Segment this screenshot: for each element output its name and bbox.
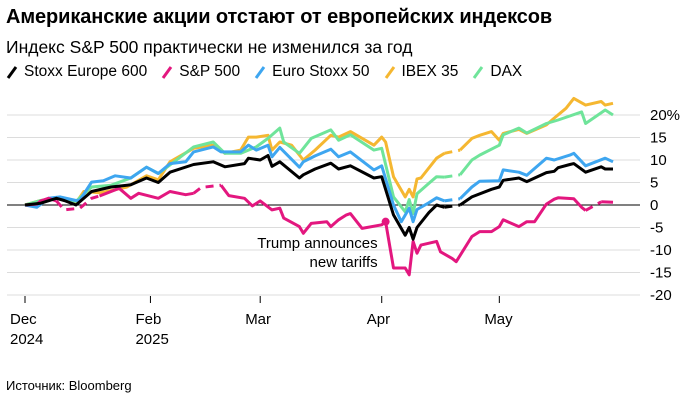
legend-swatch-icon (254, 66, 266, 79)
series-line-s-p-500 (55, 194, 100, 212)
x-tick-label: Feb (135, 311, 161, 328)
legend: Stoxx Europe 600 S&P 500 Euro Stoxx 50 I… (6, 63, 522, 81)
series-line-stoxx-europe-600 (24, 154, 445, 241)
legend-item-ibex35: IBEX 35 (384, 63, 459, 81)
y-tick-label: 0 (650, 197, 658, 214)
series-line-ibex-35 (459, 96, 614, 152)
legend-item-sp500: S&P 500 (161, 63, 240, 81)
series-line-s-p-500 (584, 200, 602, 212)
legend-swatch-icon (162, 66, 173, 79)
series-line-euro-stoxx-50 (444, 197, 461, 203)
x-tick-sublabel: 2024 (10, 331, 43, 348)
legend-label: Stoxx Europe 600 (24, 63, 148, 80)
series-line-s-p-500 (98, 186, 194, 200)
y-tick-label: 20% (650, 107, 680, 124)
series-line-s-p-500 (601, 200, 614, 204)
x-tick-label: Dec (10, 311, 37, 328)
series-line-dax (458, 108, 614, 176)
legend-item-dax: DAX (472, 63, 522, 81)
legend-label: S&P 500 (179, 63, 241, 80)
chart-subtitle: Индекс S&P 500 практически не изменился … (6, 37, 413, 57)
legend-label: DAX (490, 63, 523, 80)
x-tick-sublabel: 2025 (135, 331, 168, 348)
source-note: Источник: Bloomberg (6, 378, 132, 393)
y-tick-label: 15 (650, 130, 667, 147)
legend-label: IBEX 35 (401, 63, 459, 80)
y-tick-label: 5 (650, 175, 658, 192)
series-line-s-p-500 (219, 184, 587, 277)
series-line-ibex-35 (444, 148, 461, 155)
annotation-text: Trump announces (257, 235, 377, 252)
legend-item-stoxx600: Stoxx Europe 600 (6, 63, 147, 81)
legend-label: Euro Stoxx 50 (272, 63, 370, 80)
legend-swatch-icon (384, 66, 395, 79)
y-tick-label: 10 (650, 152, 667, 169)
series-line-stoxx-europe-600 (459, 162, 613, 207)
legend-swatch-icon (473, 66, 484, 79)
legend-item-eurostoxx50: Euro Stoxx 50 (254, 63, 370, 81)
annotation-text: new tariffs (310, 254, 378, 271)
legend-swatch-icon (6, 66, 18, 79)
x-tick-label: Mar (245, 311, 271, 328)
series-line-stoxx-europe-600 (444, 203, 461, 209)
annotation-marker (381, 217, 390, 226)
series-line-euro-stoxx-50 (459, 151, 614, 200)
y-tick-label: -20 (650, 287, 672, 304)
x-tick-label: May (484, 311, 513, 328)
x-tick-label: Apr (367, 311, 390, 328)
series-line-dax (24, 126, 445, 216)
y-tick-label: -5 (650, 220, 663, 237)
series-line-dax (444, 173, 461, 179)
y-tick-label: -15 (650, 265, 672, 282)
series-line-s-p-500 (192, 183, 222, 195)
chart-title: Американские акции отстают от европейски… (6, 6, 553, 28)
series-line-euro-stoxx-50 (24, 143, 445, 224)
y-tick-label: -10 (650, 242, 672, 259)
